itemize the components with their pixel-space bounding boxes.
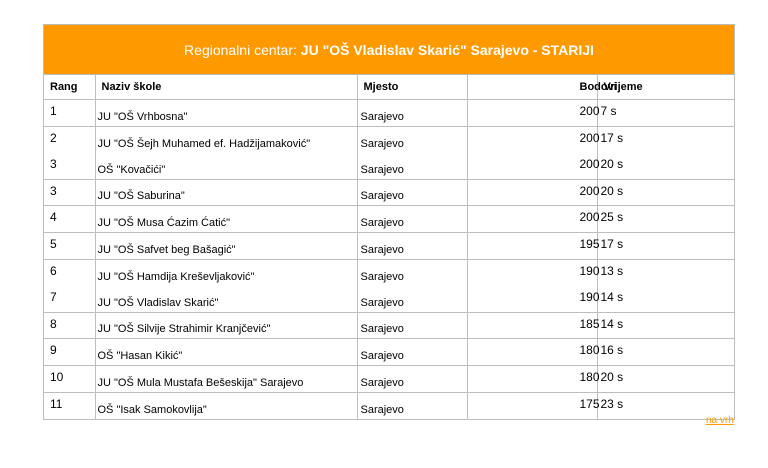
cell-naziv: JU "OŠ Safvet beg Bašagić" [95,231,358,260]
table-header-row: Rang Naziv škole Mjesto Bodovi Vrijeme [44,75,734,100]
cell-mjesto: Sarajevo [357,391,468,419]
cell-vrijeme: 20 s [597,178,734,206]
cell-rang: 5 [44,231,96,260]
cell-mjesto: Sarajevo [357,152,468,180]
cell-rang: 10 [44,364,96,393]
cell-bodovi: 200 [467,152,600,180]
cell-naziv: JU "OŠ Mula Mustafa Bešeskija" Sarajevo [95,364,358,393]
cell-vrijeme: 20 s [597,364,734,393]
cell-rang: 11 [44,391,96,419]
cell-bodovi: 180 [467,364,600,393]
cell-rang: 4 [44,205,96,233]
cell-rang: 6 [44,258,96,286]
cell-vrijeme: 7 s [600,104,617,118]
cell-bodovi: 195 [467,231,600,260]
cell-bodovi: 200 [467,205,600,233]
cell-rang: 3 [44,152,96,180]
cell-vrijeme: 20 s [600,156,624,171]
table-row: 1 JU "OŠ Vrhbosna" Sarajevo 200 7 s [44,99,734,127]
cell-mjesto: Sarajevo [357,285,468,313]
table-row: 2 JU "OŠ Šejh Muhamed ef. Hadžijamaković… [44,125,734,153]
cell-vrijeme: 23 s [597,391,734,419]
cell-rang: 9 [44,338,96,366]
cell-mjesto: Sarajevo [357,205,468,233]
cell-vrijeme: 14 s [600,289,624,304]
cell-bodovi: 190 [467,258,600,286]
cell-mjesto: Sarajevo [357,258,468,286]
results-panel: Regionalni centar: JU "OŠ Vladislav Skar… [43,24,735,420]
table-row: 8 JU "OŠ Silvije Strahimir Kranjčević" S… [44,311,734,339]
cell-rang: 8 [44,311,96,339]
cell-naziv: JU "OŠ Vrhbosna" [95,99,358,127]
cell-mjesto: Sarajevo [357,99,468,127]
cell-mjesto: Sarajevo [357,364,468,393]
cell-naziv: OŠ "Hasan Kikić" [95,338,358,366]
cell-mjesto: Sarajevo [357,231,468,260]
cell-mjesto: Sarajevo [357,178,468,206]
cell-rang: 7 [44,285,96,313]
table-row: 9 OŠ "Hasan Kikić" Sarajevo 180 16 s [44,338,734,366]
col-header-bodovi: Bodovi [467,75,617,100]
cell-naziv: JU "OŠ Saburina" [95,178,358,206]
cell-vrijeme: 17 s [597,231,734,260]
table-row: 11 OŠ "Isak Samokovlija" Sarajevo 175 23… [44,391,734,419]
back-to-top-link[interactable]: na vrh [706,415,734,426]
cell-vrijeme: 14 s [597,311,734,339]
banner-center-name: JU "OŠ Vladislav Skarić" Sarajevo - STAR… [300,41,594,58]
cell-naziv: JU "OŠ Šejh Muhamed ef. Hadžijamaković" [95,125,358,153]
banner-prefix: Regionalni centar: [184,41,297,58]
col-header-mjesto: Mjesto [357,75,468,100]
table-row: 7 JU "OŠ Vladislav Skarić" Sarajevo 190 … [44,285,734,313]
cell-vrijeme: 25 s [597,205,734,233]
cell-bodovi: 200 [467,178,600,206]
cell-rang: 2 [44,125,96,153]
table-row: 3 OŠ "Kovačići" Sarajevo 200 20 s [44,152,734,180]
col-header-naziv: Naziv škole [95,75,358,100]
cell-mjesto: Sarajevo [357,311,468,339]
cell-bodovi: 200 [467,125,600,153]
cell-vrijeme: 16 s [597,338,734,366]
cell-bodovi: 200 [467,99,600,127]
cell-rang: 1 [44,99,96,127]
cell-bodovi: 180 [467,338,600,366]
cell-mjesto: Sarajevo [357,338,468,366]
table-row: 3 JU "OŠ Saburina" Sarajevo 200 20 s [44,178,734,206]
cell-bodovi: 175 [467,391,600,419]
col-header-rang: Rang [44,75,96,100]
regional-center-banner: Regionalni centar: JU "OŠ Vladislav Skar… [44,25,734,75]
cell-naziv: JU "OŠ Hamdija Kreševljaković" [95,258,358,286]
col-header-vrijeme: Vrijeme [597,75,734,100]
table-row: 5 JU "OŠ Safvet beg Bašagić" Sarajevo 19… [44,231,734,260]
cell-naziv: OŠ "Isak Samokovlija" [95,391,358,419]
cell-mjesto: Sarajevo [357,125,468,153]
cell-naziv: JU "OŠ Silvije Strahimir Kranjčević" [95,311,358,339]
cell-bodovi: 185 [467,311,600,339]
cell-vrijeme: 17 s [597,125,734,153]
results-table: Rang Naziv škole Mjesto Bodovi Vrijeme 1… [44,75,734,419]
table-row: 6 JU "OŠ Hamdija Kreševljaković" Sarajev… [44,258,734,286]
table-row: 4 JU "OŠ Musa Ćazim Ćatić" Sarajevo 200 … [44,205,734,233]
cell-rang: 3 [44,178,96,206]
cell-naziv: OŠ "Kovačići" [95,152,358,180]
cell-naziv: JU "OŠ Vladislav Skarić" [95,285,358,313]
table-row: 10 JU "OŠ Mula Mustafa Bešeskija" Saraje… [44,364,734,393]
cell-bodovi: 190 [467,285,600,313]
cell-naziv: JU "OŠ Musa Ćazim Ćatić" [95,205,358,233]
cell-vrijeme: 13 s [597,258,734,286]
